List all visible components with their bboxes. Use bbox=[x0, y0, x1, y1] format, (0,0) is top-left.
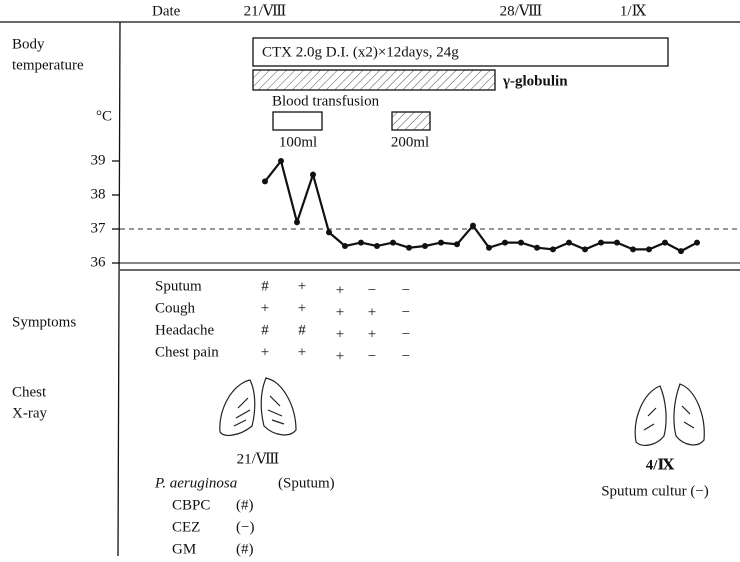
symptom-grade: + bbox=[336, 348, 344, 364]
temperature-point bbox=[406, 244, 412, 251]
y-tick-label: 36 bbox=[91, 254, 107, 270]
transfusion-box bbox=[272, 111, 323, 131]
symptom-grade: + bbox=[261, 344, 269, 360]
temperature-point bbox=[486, 244, 492, 251]
xray-date: 21/Ⅷ bbox=[237, 451, 280, 467]
temperature-line bbox=[264, 158, 698, 253]
temperature-point bbox=[502, 239, 508, 246]
symptom-grade: − bbox=[402, 326, 410, 342]
temperature-point bbox=[630, 246, 636, 253]
organism: P. aeruginosa bbox=[154, 475, 237, 491]
symptom-grade: + bbox=[368, 326, 376, 342]
temperature-point bbox=[534, 244, 540, 251]
dose-label: 100ml bbox=[279, 134, 317, 150]
temperature-point bbox=[310, 171, 316, 178]
symptom-grade: # bbox=[261, 322, 269, 338]
lung-drawing bbox=[634, 383, 705, 446]
row-label: temperature bbox=[12, 57, 84, 73]
drug-result: (#) bbox=[236, 497, 254, 513]
symptom-grade: # bbox=[261, 278, 269, 294]
culture-note: Sputum cultur (−) bbox=[601, 483, 709, 499]
temperature-point bbox=[294, 219, 300, 226]
symptom-grade: − bbox=[402, 282, 410, 298]
globulin-box bbox=[252, 69, 496, 91]
symptom-grade: + bbox=[298, 278, 306, 294]
temperature-point bbox=[278, 158, 284, 164]
symptom-grade: − bbox=[368, 282, 376, 298]
temperature-point bbox=[390, 239, 396, 246]
symptom-grade: + bbox=[368, 304, 376, 320]
temperature-point bbox=[470, 222, 476, 229]
symptom-grade: − bbox=[402, 304, 410, 320]
x-tick-label: 1/Ⅸ bbox=[620, 3, 647, 19]
temperature-point bbox=[582, 246, 588, 253]
symptom-name: Cough bbox=[155, 300, 196, 316]
temperature-point bbox=[598, 239, 604, 246]
temperature-point bbox=[678, 248, 684, 255]
temperature-point bbox=[662, 239, 668, 246]
culture-source: (Sputum) bbox=[278, 475, 335, 491]
temperature-point bbox=[262, 178, 268, 185]
temperature-point bbox=[518, 239, 524, 246]
treatment-label: γ-globulin bbox=[502, 73, 568, 89]
drug-name: GM bbox=[172, 541, 196, 557]
dose-label: 200ml bbox=[391, 134, 429, 150]
lung-drawing bbox=[219, 377, 297, 436]
symptom-grade: + bbox=[336, 326, 344, 342]
temperature-point bbox=[646, 246, 652, 253]
drug-result: (−) bbox=[236, 519, 254, 535]
temperature-point bbox=[454, 241, 460, 248]
x-tick-label: 21/Ⅷ bbox=[244, 3, 287, 19]
row-label: Chest bbox=[12, 384, 47, 400]
y-tick-label: 39 bbox=[91, 152, 106, 168]
row-label: Body bbox=[12, 36, 45, 52]
temperature-point bbox=[326, 229, 332, 236]
temperature-point bbox=[358, 239, 364, 246]
symptom-name: Headache bbox=[155, 322, 214, 338]
temperature-point bbox=[694, 239, 700, 246]
drug-name: CBPC bbox=[172, 497, 210, 513]
temperature-point bbox=[422, 243, 428, 249]
transfusion-box bbox=[391, 111, 431, 131]
drug-result: (#) bbox=[236, 541, 254, 557]
y-tick-label: 37 bbox=[91, 220, 107, 236]
symptom-grade: − bbox=[368, 348, 376, 364]
temperature-point bbox=[374, 243, 380, 249]
temperature-point bbox=[614, 239, 620, 246]
symptom-grade: + bbox=[261, 300, 269, 316]
row-label: Symptoms bbox=[12, 314, 76, 330]
label-column-rule bbox=[117, 21, 121, 557]
ctx-box bbox=[252, 37, 669, 67]
y-tick-label: 38 bbox=[91, 186, 106, 202]
temperature-point bbox=[550, 246, 556, 253]
symptom-name: Chest pain bbox=[155, 344, 219, 360]
x-tick-label: 28/Ⅷ bbox=[500, 3, 543, 19]
symptom-grade: + bbox=[336, 304, 344, 320]
symptom-grade: + bbox=[336, 282, 344, 298]
symptom-grade: + bbox=[298, 300, 306, 316]
temperature-point bbox=[438, 239, 444, 246]
temperature-point bbox=[342, 243, 348, 249]
row-label: X-ray bbox=[12, 405, 47, 421]
unit-label: °C bbox=[96, 108, 112, 124]
treatment-label: Blood transfusion bbox=[272, 93, 380, 109]
symptom-grade: # bbox=[298, 322, 306, 338]
symptom-grade: + bbox=[298, 344, 306, 360]
temperature-point bbox=[566, 239, 572, 246]
symptom-name: Sputum bbox=[155, 278, 202, 294]
treatment-label: CTX 2.0g D.I. (x2)×12days, 24g bbox=[262, 44, 459, 60]
xray-date: 4/Ⅸ bbox=[646, 457, 675, 473]
drug-name: CEZ bbox=[172, 519, 200, 535]
date-header: Date bbox=[152, 3, 181, 19]
symptom-grade: − bbox=[402, 348, 410, 364]
